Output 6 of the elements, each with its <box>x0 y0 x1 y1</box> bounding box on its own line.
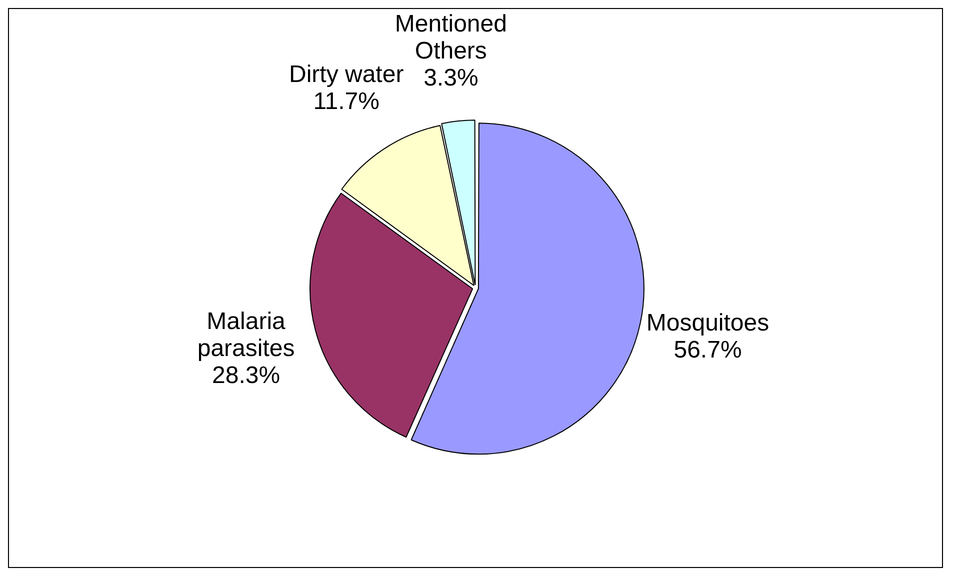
data-label: 56.7% <box>674 336 742 364</box>
data-label: 28.3% <box>212 362 280 389</box>
data-label: 3.3% <box>424 64 478 92</box>
slice-label: Mosquitoes <box>646 310 770 337</box>
slice-label: Malaria parasites <box>197 308 295 362</box>
data-label: 11.7% <box>313 88 380 115</box>
